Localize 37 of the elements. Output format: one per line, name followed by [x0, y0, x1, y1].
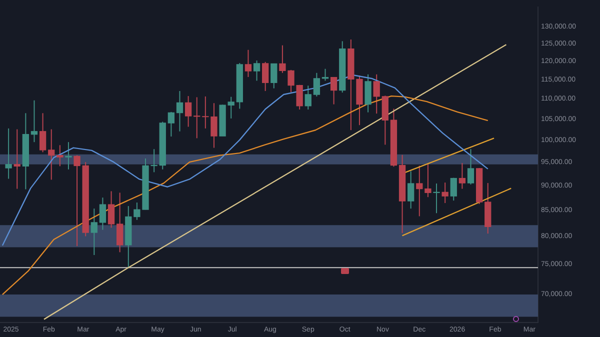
candlestick — [408, 170, 414, 210]
candlestick — [262, 61, 269, 92]
candlestick — [270, 63, 278, 89]
candlestick — [194, 96, 200, 139]
candlestick — [48, 128, 55, 180]
candlestick — [14, 128, 20, 190]
candlestick — [202, 96, 209, 129]
candlestick — [450, 177, 457, 202]
candlestick — [364, 74, 372, 113]
candlestick — [467, 148, 474, 185]
candlestick — [30, 100, 38, 143]
candlestick — [330, 76, 338, 105]
candlestick — [373, 74, 380, 114]
candlestick — [56, 144, 64, 167]
candlestick — [313, 72, 320, 97]
candlestick — [228, 96, 234, 119]
candlestick — [5, 128, 12, 180]
candlestick — [116, 192, 124, 253]
candlestick — [304, 85, 312, 110]
candlestick — [184, 96, 192, 128]
candlestick — [108, 190, 115, 228]
candlestick — [39, 112, 46, 153]
candlestick — [168, 111, 175, 137]
candlestick — [176, 90, 184, 132]
candlestick — [424, 163, 432, 198]
candlestick — [433, 183, 440, 214]
candlestick — [322, 68, 329, 82]
candlestick — [90, 208, 98, 256]
candlestick — [65, 142, 72, 170]
candlestick — [244, 49, 252, 78]
candlestick — [442, 182, 448, 204]
candlestick — [416, 165, 423, 217]
candlestick — [253, 60, 260, 82]
candlestick — [458, 162, 466, 190]
candlestick — [74, 154, 80, 247]
candlestick — [99, 197, 106, 230]
candlestick — [210, 102, 218, 148]
